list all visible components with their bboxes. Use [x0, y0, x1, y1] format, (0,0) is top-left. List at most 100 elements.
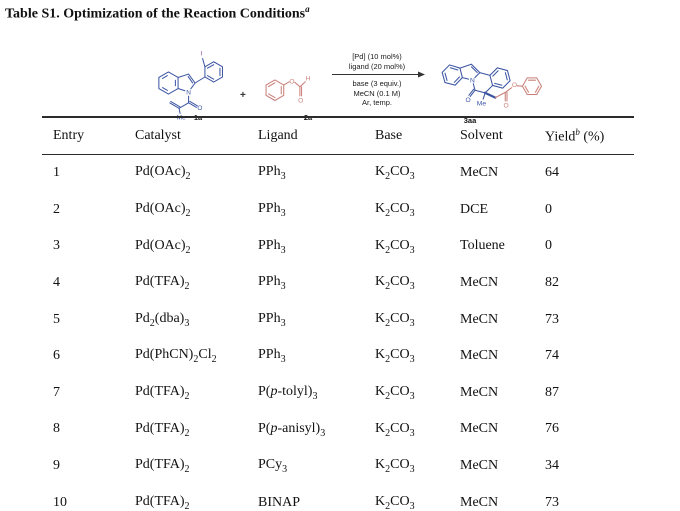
- atom-label-o-carbonyl: O: [298, 97, 303, 104]
- cell-base: K2CO3: [375, 274, 415, 292]
- header-base: Base: [375, 128, 403, 143]
- header-entry: Entry: [53, 128, 85, 143]
- atom-label-o: O: [197, 105, 202, 112]
- cell-entry: 7: [53, 384, 60, 400]
- cell-yield: 87: [545, 384, 559, 400]
- cell-base: K2CO3: [375, 457, 415, 475]
- cell-ligand: P(p-anisyl)3: [258, 420, 326, 439]
- cell-catalyst: Pd(OAc)2: [135, 237, 191, 256]
- cell-yield: 82: [545, 275, 559, 291]
- table-row: 4 Pd(TFA)2 PPh3 K2CO3 MeCN 82: [42, 265, 634, 302]
- atom-label-iodine: I: [201, 50, 203, 57]
- reaction-arrow: [332, 71, 425, 78]
- cell-base: K2CO3: [375, 200, 415, 219]
- cell-catalyst: Pd(OAc)2: [135, 164, 191, 183]
- table-row: 3 Pd(OAc)2 PPh3 K2CO3 Toluene 0: [42, 228, 634, 265]
- table-row: 5 Pd2(dba)3 PPh3 K2CO3 MeCN 73: [42, 301, 634, 338]
- compound-label-3aa: 3aa: [463, 116, 477, 125]
- cell-yield: 0: [545, 201, 552, 217]
- cell-solvent: MeCN: [460, 458, 499, 474]
- cell-ligand: PPh3: [258, 347, 286, 366]
- cell-solvent: MeCN: [460, 165, 499, 181]
- atom-label-o-lactam: O: [465, 97, 470, 104]
- cell-base: K2CO3: [375, 420, 415, 439]
- cell-entry: 10: [53, 494, 67, 510]
- table-row: 7 Pd(TFA)2 P(p-tolyl)3 K2CO3 MeCN 87: [42, 375, 634, 412]
- condition-line: Ar, temp.: [361, 98, 392, 108]
- cell-base: K2CO3: [375, 493, 415, 511]
- condition-line: base (3 equiv.): [352, 79, 402, 88]
- atom-label-h: H: [306, 75, 311, 82]
- plus-sign: +: [240, 90, 246, 101]
- cell-base: K2CO3: [375, 310, 415, 329]
- structure-1a-drawing: N O Me I: [158, 50, 223, 121]
- atom-label-o-carbonyl: O: [504, 103, 509, 110]
- cell-yield: 74: [545, 348, 559, 364]
- cell-catalyst: Pd2(dba)3: [135, 310, 190, 329]
- reaction-scheme: N O Me I 1a + O O H 2a [Pd] (10 mol%) l: [0, 20, 680, 125]
- table-row: 10 Pd(TFA)2 BINAP K2CO3 MeCN 73: [42, 484, 634, 511]
- header-yield: Yieldb (%): [545, 126, 605, 145]
- cell-ligand: PPh3: [258, 237, 286, 256]
- cell-yield: 0: [545, 238, 552, 254]
- atom-label-me: Me: [477, 100, 487, 107]
- condition-line: [Pd] (10 mol%): [352, 52, 402, 61]
- cell-solvent: MeCN: [460, 421, 499, 437]
- atom-label-n: N: [470, 77, 475, 84]
- cell-yield: 34: [545, 458, 559, 474]
- cell-entry: 3: [53, 238, 60, 254]
- cell-solvent: MeCN: [460, 494, 499, 510]
- cell-base: K2CO3: [375, 237, 415, 256]
- page-title: Table S1. Optimization of the Reaction C…: [5, 4, 310, 22]
- atom-label-o-ester: O: [512, 82, 517, 89]
- table-header-row: Entry Catalyst Ligand Base Solvent Yield…: [42, 118, 634, 155]
- cell-solvent: Toluene: [460, 238, 505, 254]
- condition-line: ligand (20 mol%): [348, 61, 406, 71]
- cell-ligand: PPh3: [258, 164, 286, 183]
- cell-catalyst: Pd(TFA)2: [135, 420, 190, 439]
- cell-ligand: P(p-tolyl)3: [258, 383, 318, 402]
- structure-2a-drawing: O O H: [265, 75, 311, 104]
- results-table: Entry Catalyst Ligand Base Solvent Yield…: [42, 116, 634, 511]
- cell-ligand: PPh3: [258, 310, 286, 329]
- table-body: 1 Pd(OAc)2 PPh3 K2CO3 MeCN 64 2 Pd(OAc)2…: [42, 155, 634, 511]
- structure-3aa-drawing: N O Me O O: [441, 63, 543, 110]
- cell-solvent: MeCN: [460, 384, 499, 400]
- cell-entry: 8: [53, 421, 60, 437]
- cell-ligand: PPh3: [258, 274, 286, 292]
- table-row: 9 Pd(TFA)2 PCy3 K2CO3 MeCN 34: [42, 448, 634, 485]
- conditions-above-arrow: [Pd] (10 mol%) ligand (20 mol%): [318, 52, 436, 71]
- table-row: 8 Pd(TFA)2 P(p-anisyl)3 K2CO3 MeCN 76: [42, 411, 634, 448]
- cell-solvent: MeCN: [460, 311, 499, 327]
- header-ligand: Ligand: [258, 128, 298, 143]
- cell-entry: 4: [53, 275, 60, 291]
- cell-solvent: DCE: [460, 201, 488, 217]
- cell-yield: 64: [545, 165, 559, 181]
- cell-entry: 5: [53, 311, 60, 327]
- cell-base: K2CO3: [375, 383, 415, 402]
- cell-base: K2CO3: [375, 347, 415, 366]
- cell-entry: 1: [53, 165, 60, 181]
- cell-entry: 2: [53, 201, 60, 217]
- cell-entry: 9: [53, 458, 60, 474]
- header-solvent: Solvent: [460, 128, 503, 143]
- cell-solvent: MeCN: [460, 275, 499, 291]
- cell-ligand: PCy3: [258, 457, 288, 475]
- table-row: 2 Pd(OAc)2 PPh3 K2CO3 DCE 0: [42, 192, 634, 229]
- table-row: 6 Pd(PhCN)2Cl2 PPh3 K2CO3 MeCN 74: [42, 338, 634, 375]
- cell-catalyst: Pd(TFA)2: [135, 274, 190, 292]
- cell-base: K2CO3: [375, 164, 415, 183]
- cell-yield: 73: [545, 494, 559, 510]
- atom-label-n: N: [186, 89, 191, 96]
- cell-entry: 6: [53, 348, 60, 364]
- cell-yield: 76: [545, 421, 559, 437]
- cell-catalyst: Pd(TFA)2: [135, 457, 190, 475]
- cell-ligand: BINAP: [258, 494, 301, 510]
- cell-catalyst: Pd(PhCN)2Cl2: [135, 347, 217, 366]
- table-row: 1 Pd(OAc)2 PPh3 K2CO3 MeCN 64: [42, 155, 634, 192]
- cell-ligand: PPh3: [258, 200, 286, 219]
- cell-catalyst: Pd(OAc)2: [135, 200, 191, 219]
- cell-yield: 73: [545, 311, 559, 327]
- cell-catalyst: Pd(TFA)2: [135, 493, 190, 511]
